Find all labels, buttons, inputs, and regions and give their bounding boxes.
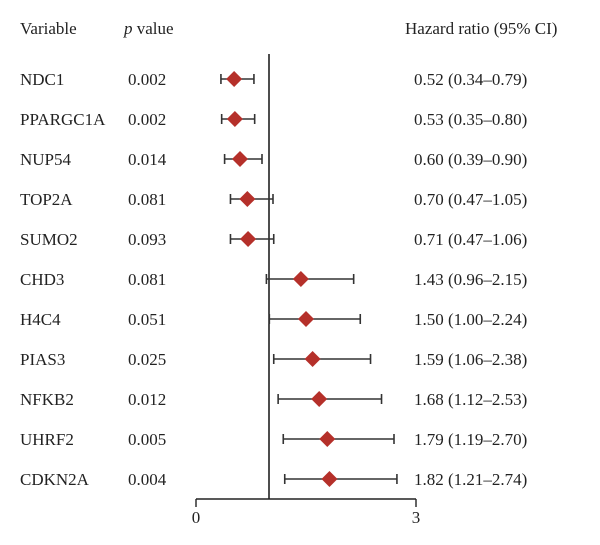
hr-label-uhrf2: 1.79 (1.19–2.70) — [414, 430, 527, 449]
p-value-nup54: 0.014 — [128, 150, 167, 169]
forest-rows: NDC1 0.002 0.52 (0.34–0.79) PPARGC1A 0.002 0.… — [20, 70, 527, 489]
hr-label-sumo2: 0.71 (0.47–1.06) — [414, 230, 527, 249]
p-value-chd3: 0.081 — [128, 270, 166, 289]
hr-marker-h4c4 — [298, 311, 314, 327]
variable-label-cdkn2a: CDKN2A — [20, 470, 90, 489]
header-p-italic: p — [123, 19, 133, 38]
variable-label-ppargc1a: PPARGC1A — [20, 110, 106, 129]
variable-label-ndc1: NDC1 — [20, 70, 64, 89]
p-value-h4c4: 0.051 — [128, 310, 166, 329]
variable-label-nup54: NUP54 — [20, 150, 72, 169]
p-value-pias3: 0.025 — [128, 350, 166, 369]
hr-label-ppargc1a: 0.53 (0.35–0.80) — [414, 110, 527, 129]
hr-label-cdkn2a: 1.82 (1.21–2.74) — [414, 470, 527, 489]
header-p-rest: value — [133, 19, 174, 38]
hr-label-pias3: 1.59 (1.06–2.38) — [414, 350, 527, 369]
header-p-value: p value — [123, 19, 174, 38]
header-hazard-ratio: Hazard ratio (95% CI) — [405, 19, 557, 38]
hr-marker-uhrf2 — [319, 431, 336, 447]
variable-label-pias3: PIAS3 — [20, 350, 65, 369]
p-value-ndc1: 0.002 — [128, 70, 166, 89]
hr-label-h4c4: 1.50 (1.00–2.24) — [414, 310, 527, 329]
p-value-cdkn2a: 0.004 — [128, 470, 167, 489]
p-value-nfkb2: 0.012 — [128, 390, 166, 409]
variable-label-top2a: TOP2A — [20, 190, 73, 209]
p-value-uhrf2: 0.005 — [128, 430, 166, 449]
variable-label-nfkb2: NFKB2 — [20, 390, 74, 409]
hr-marker-cdkn2a — [321, 471, 338, 487]
header-variable: Variable — [20, 19, 77, 38]
hr-marker-sumo2 — [240, 231, 257, 247]
x-tick-label-3: 3 — [412, 508, 421, 527]
variable-label-uhrf2: UHRF2 — [20, 430, 74, 449]
p-value-sumo2: 0.093 — [128, 230, 166, 249]
hr-marker-top2a — [239, 191, 256, 207]
p-value-top2a: 0.081 — [128, 190, 166, 209]
hr-marker-nup54 — [232, 151, 248, 167]
variable-label-chd3: CHD3 — [20, 270, 64, 289]
hr-label-chd3: 1.43 (0.96–2.15) — [414, 270, 527, 289]
hr-label-nup54: 0.60 (0.39–0.90) — [414, 150, 527, 169]
hr-marker-ndc1 — [226, 71, 243, 87]
hr-marker-nfkb2 — [311, 391, 328, 407]
variable-label-sumo2: SUMO2 — [20, 230, 78, 249]
hr-marker-pias3 — [304, 351, 321, 367]
hr-label-top2a: 0.70 (0.47–1.05) — [414, 190, 527, 209]
variable-label-h4c4: H4C4 — [20, 310, 61, 329]
hr-marker-ppargc1a — [226, 111, 243, 127]
hr-label-ndc1: 0.52 (0.34–0.79) — [414, 70, 527, 89]
hr-marker-chd3 — [292, 271, 309, 287]
p-value-ppargc1a: 0.002 — [128, 110, 166, 129]
hr-label-nfkb2: 1.68 (1.12–2.53) — [414, 390, 527, 409]
x-tick-label-0: 0 — [192, 508, 201, 527]
